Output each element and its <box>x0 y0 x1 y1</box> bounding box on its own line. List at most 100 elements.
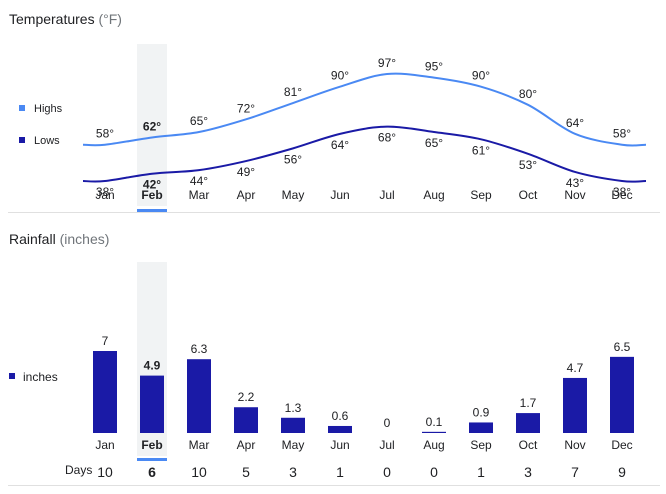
lows-data-label: 68° <box>378 131 396 145</box>
section-divider <box>8 212 660 213</box>
lows-data-label: 44° <box>190 174 208 188</box>
highs-line <box>82 72 647 147</box>
rainfall-bar <box>516 413 540 433</box>
temperatures-unit: (°F) <box>98 11 122 27</box>
rain-month-tick-dec[interactable]: Dec <box>611 438 632 452</box>
days-value: 0 <box>430 464 438 480</box>
lows-data-label: 64° <box>331 138 349 152</box>
days-value: 10 <box>191 464 207 480</box>
highs-data-label: 95° <box>425 60 443 74</box>
rain-month-tick-sep[interactable]: Sep <box>470 438 492 452</box>
lows-data-label: 42° <box>143 178 161 192</box>
rainfall-bar <box>93 351 117 433</box>
lows-data-label: 53° <box>519 158 537 172</box>
rain-month-tick-jan[interactable]: Jan <box>95 438 114 452</box>
rainfall-data-label: 1.3 <box>285 401 302 415</box>
temp-month-tick-may[interactable]: May <box>282 188 305 202</box>
rainfall-bar <box>422 431 446 433</box>
days-value: 3 <box>524 464 532 480</box>
rainfall-bar <box>563 377 587 433</box>
rainfall-bar <box>328 425 352 433</box>
temp-month-tick-apr[interactable]: Apr <box>237 188 256 202</box>
rainfall-data-label: 0.6 <box>332 409 349 423</box>
temp-month-tick-jan[interactable]: Jan <box>95 188 114 202</box>
days-value: 6 <box>148 464 156 480</box>
highs-data-label: 72° <box>237 101 255 115</box>
rain-month-tick-feb[interactable]: Feb <box>141 438 162 452</box>
days-value: 0 <box>383 464 391 480</box>
temp-month-tick-jun[interactable]: Jun <box>330 188 349 202</box>
selected-month-indicator <box>137 458 167 461</box>
temp-month-tick-sep[interactable]: Sep <box>470 188 492 202</box>
highs-data-label: 81° <box>284 85 302 99</box>
rainfall-bar <box>610 356 634 433</box>
rainfall-data-label: 2.2 <box>238 390 255 404</box>
rain-month-tick-may[interactable]: May <box>282 438 305 452</box>
lows-data-label: 38° <box>613 185 631 199</box>
rainfall-data-label: 6.5 <box>614 340 631 354</box>
days-value: 7 <box>571 464 579 480</box>
rainfall-bar <box>281 417 305 433</box>
lows-data-label: 65° <box>425 136 443 150</box>
rain-month-tick-aug[interactable]: Aug <box>423 438 444 452</box>
rainfall-bar <box>187 359 211 433</box>
days-row-label: Days <box>65 463 92 477</box>
highs-legend-label: Highs <box>34 103 63 115</box>
rain-month-tick-apr[interactable]: Apr <box>237 438 256 452</box>
temp-month-tick-mar[interactable]: Mar <box>189 188 210 202</box>
temperatures-title-text: Temperatures <box>9 11 95 27</box>
rainfall-bar <box>140 375 164 433</box>
temp-month-tick-feb[interactable]: Feb <box>141 188 162 202</box>
highs-data-label: 65° <box>190 114 208 128</box>
rainfall-data-label: 7 <box>102 334 109 348</box>
highs-data-label: 62° <box>143 119 161 133</box>
rainfall-bar <box>234 407 258 433</box>
temp-month-tick-oct[interactable]: Oct <box>519 188 538 202</box>
highs-data-label: 90° <box>331 69 349 83</box>
temp-month-tick-jul[interactable]: Jul <box>379 188 394 202</box>
highs-data-label: 80° <box>519 87 537 101</box>
days-value: 1 <box>477 464 485 480</box>
rainfall-data-label: 0.9 <box>473 405 490 419</box>
rainfall-data-label: 0.1 <box>426 415 443 429</box>
lows-data-label: 43° <box>566 176 584 190</box>
rainfall-legend-label: inches <box>23 370 58 384</box>
rainfall-bar <box>469 422 493 433</box>
temp-month-tick-nov[interactable]: Nov <box>564 188 585 202</box>
rain-month-tick-oct[interactable]: Oct <box>519 438 538 452</box>
rain-month-tick-mar[interactable]: Mar <box>189 438 210 452</box>
rainfall-unit: (inches) <box>59 231 110 247</box>
lows-data-label: 38° <box>96 185 114 199</box>
lows-data-label: 61° <box>472 143 490 157</box>
rain-month-tick-nov[interactable]: Nov <box>564 438 585 452</box>
rainfall-data-label: 4.9 <box>144 359 161 373</box>
highs-data-label: 58° <box>96 127 114 141</box>
days-value: 3 <box>289 464 297 480</box>
bottom-divider <box>8 485 660 486</box>
rain-month-tick-jun[interactable]: Jun <box>330 438 349 452</box>
rainfall-title: Rainfall (inches) <box>9 231 109 247</box>
highs-legend-swatch <box>19 105 25 111</box>
temp-month-tick-aug[interactable]: Aug <box>423 188 444 202</box>
days-value: 5 <box>242 464 250 480</box>
temp-month-tick-dec[interactable]: Dec <box>611 188 632 202</box>
selected-month-indicator <box>137 209 167 212</box>
rainfall-legend-swatch <box>9 373 15 379</box>
rainfall-data-label: 6.3 <box>191 342 208 356</box>
rainfall-title-text: Rainfall <box>9 231 56 247</box>
highs-data-label: 90° <box>472 69 490 83</box>
rain-month-tick-jul[interactable]: Jul <box>379 438 394 452</box>
rainfall-data-label: 0 <box>384 416 391 430</box>
highs-data-label: 97° <box>378 56 396 70</box>
lows-data-label: 49° <box>237 165 255 179</box>
rainfall-data-label: 4.7 <box>567 361 584 375</box>
lows-legend-label: Lows <box>34 135 60 147</box>
days-value: 10 <box>97 464 113 480</box>
highs-data-label: 64° <box>566 116 584 130</box>
highs-data-label: 58° <box>613 127 631 141</box>
temperatures-title: Temperatures (°F) <box>9 11 122 27</box>
rainfall-data-label: 1.7 <box>520 396 537 410</box>
lows-line <box>82 125 647 183</box>
lows-legend-swatch <box>19 137 25 143</box>
